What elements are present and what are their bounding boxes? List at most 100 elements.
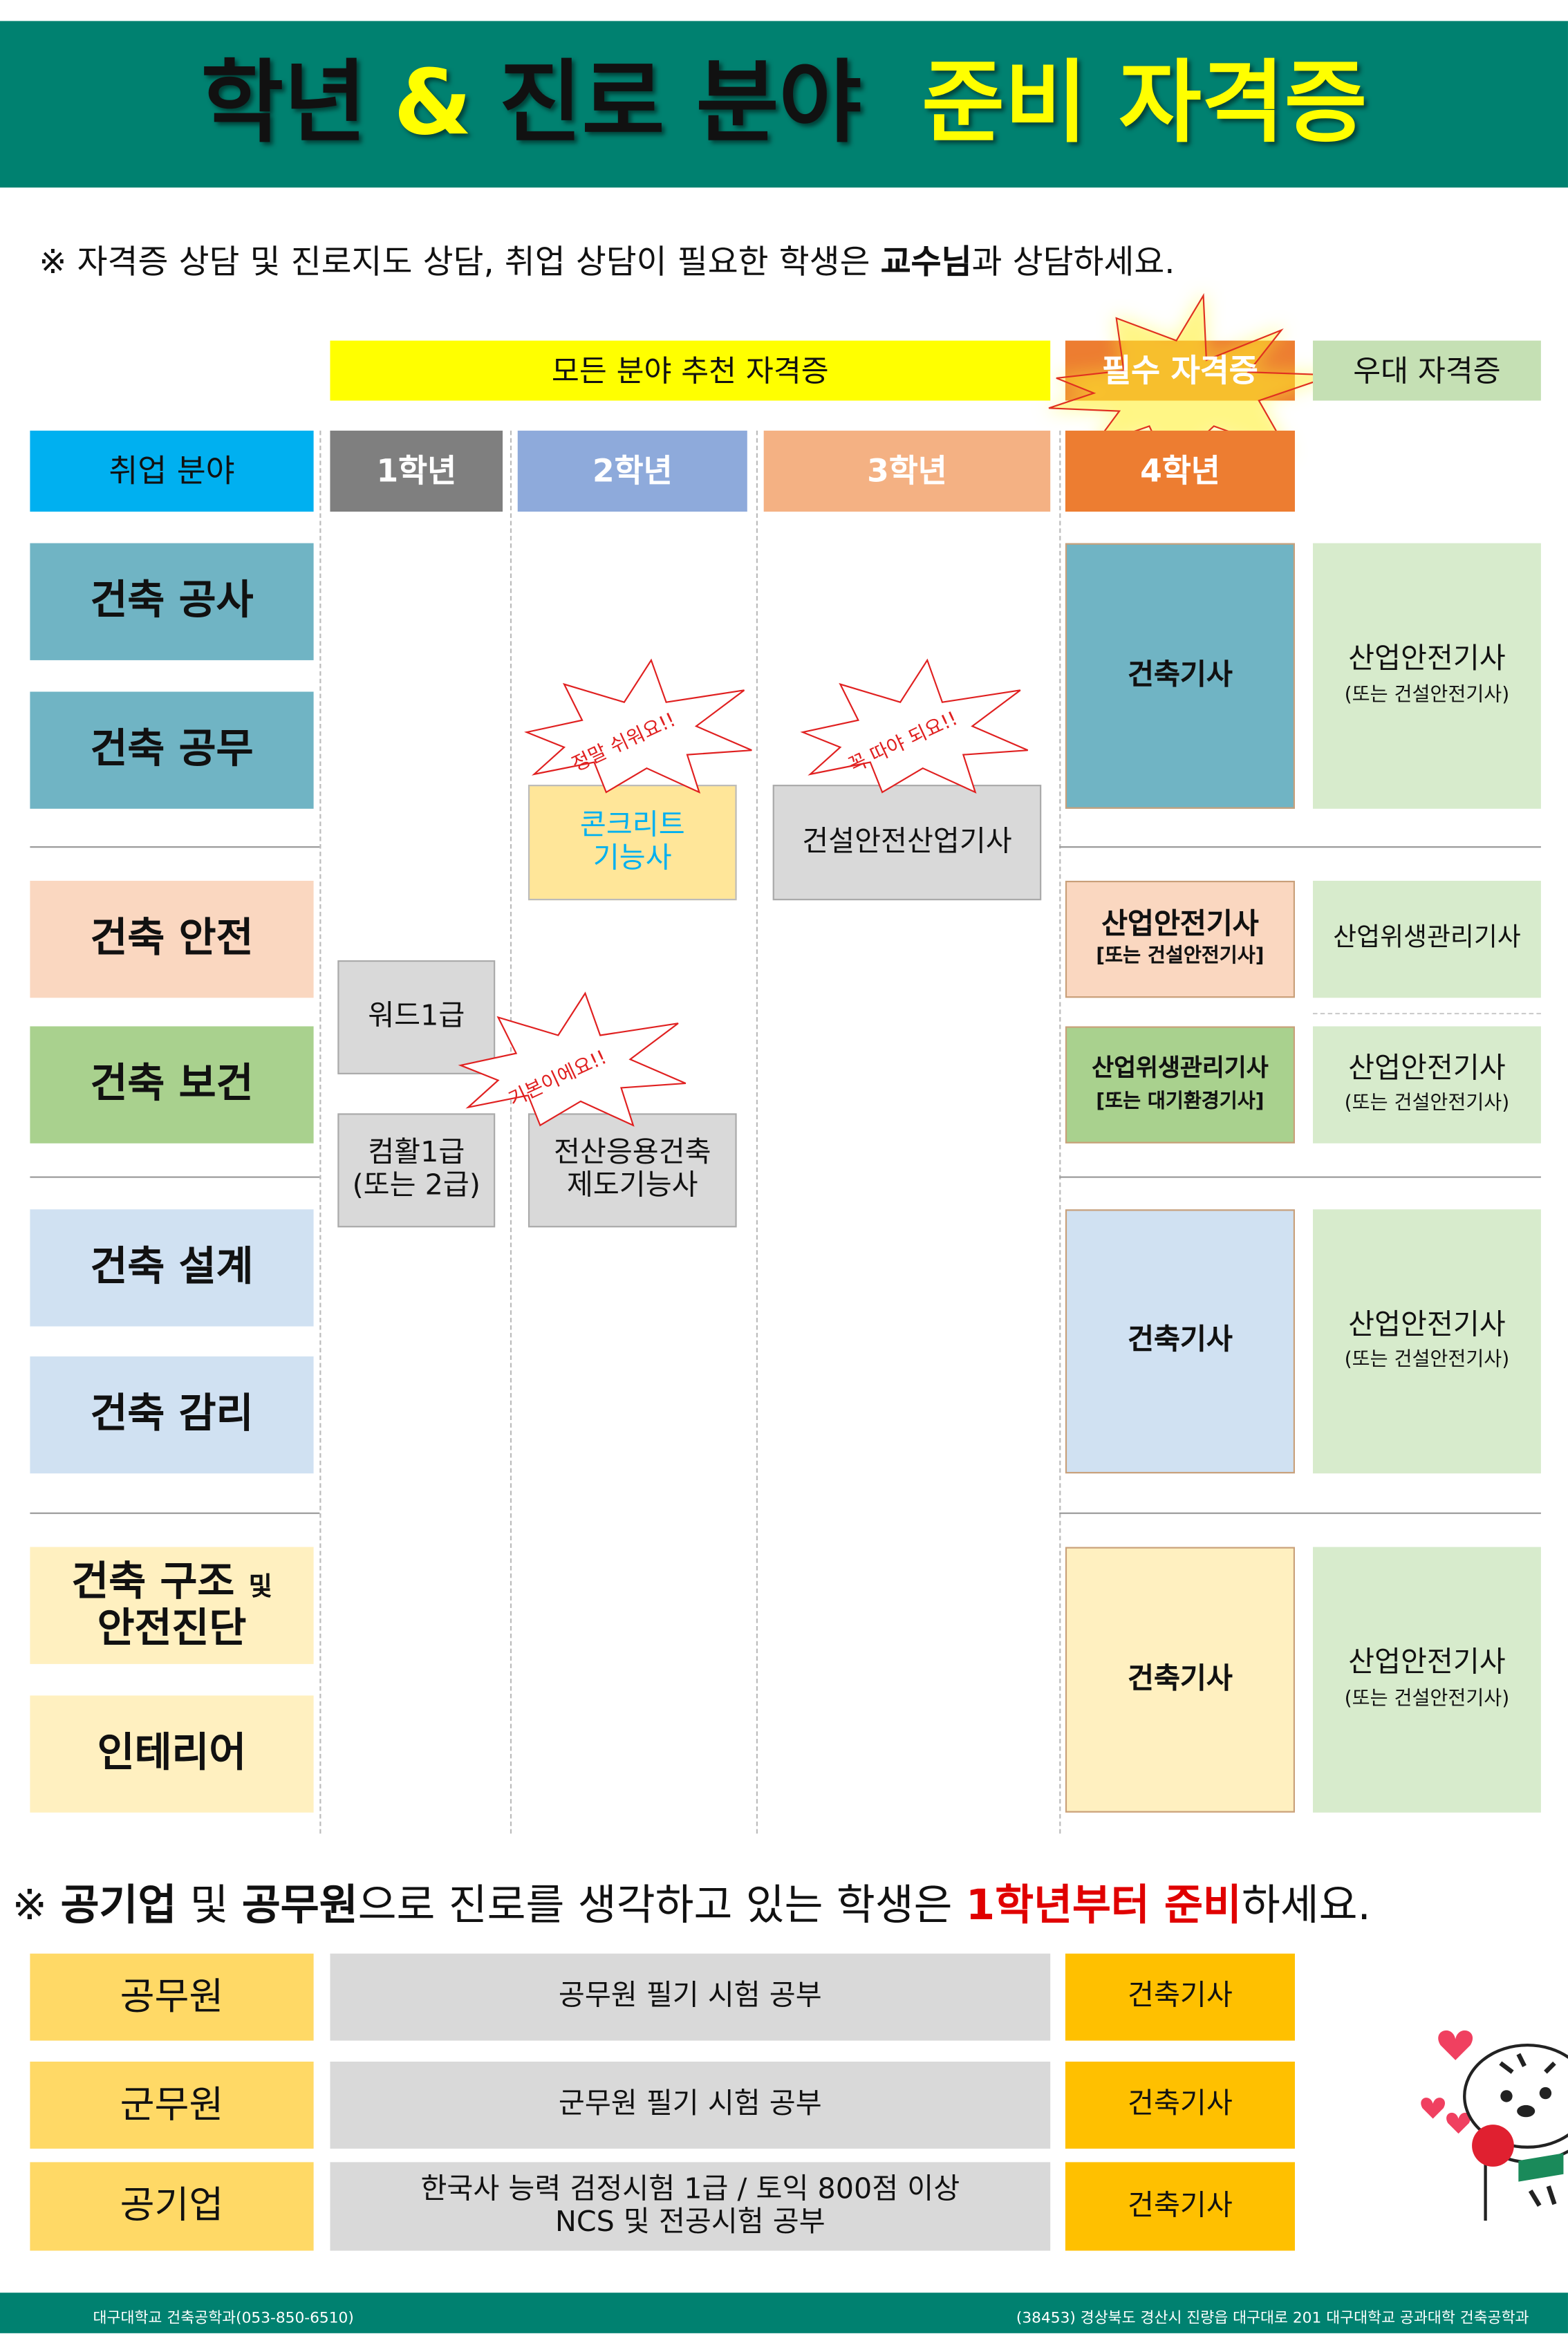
divider	[30, 1176, 320, 1178]
preferred-cert: 산업안전기사 (또는 건설안전기사)	[1313, 543, 1541, 809]
study-text: 공무원 필기 시험 공부	[558, 1979, 822, 2013]
note-public-sector: ※ 공기업 및 공무원으로 진로를 생각하고 있는 학생은 1학년부터 준비하세…	[12, 1873, 1371, 1933]
starburst-icon	[1048, 292, 1334, 469]
cert-concrete: 콘크리트 기능사	[528, 785, 737, 901]
study-text: NCS 및 전공시험 공부	[554, 2205, 825, 2239]
field-management: 건축 공무	[30, 691, 314, 809]
cert-name: 건축기사	[1128, 657, 1233, 691]
label-required-text: 필수 자격증	[1102, 352, 1258, 389]
cert-name: 컴활1급	[368, 1136, 465, 1170]
public-cert: 건축기사	[1065, 2061, 1295, 2149]
cert-name: 건축기사	[1128, 1323, 1233, 1357]
required-cert: 건축기사	[1065, 1547, 1295, 1813]
cert-name: 콘크리트	[579, 808, 685, 841]
divider	[1059, 1176, 1541, 1178]
cert-name: 산업안전기사	[1348, 1307, 1506, 1341]
cert-name: 산업위생관리기사	[1333, 923, 1521, 953]
col-year4: 4학년	[1065, 430, 1295, 512]
preferred-cert: 산업안전기사 (또는 건설안전기사)	[1313, 1026, 1541, 1144]
public-cert: 건축기사	[1065, 2162, 1295, 2251]
col-field: 취업 분야	[30, 430, 314, 512]
divider	[756, 430, 758, 1834]
note-text: 및	[176, 1880, 242, 1930]
cert-name: 전산응용건축	[553, 1136, 711, 1170]
field-design: 건축 설계	[30, 1209, 314, 1327]
cert-name: 건설안전산업기사	[802, 824, 1012, 858]
col-year1: 1학년	[330, 430, 503, 512]
cert-name: 제도기능사	[566, 1168, 698, 1202]
title-part3: 준비 자격증	[922, 50, 1368, 156]
label-required	[1065, 340, 1295, 401]
divider	[30, 846, 320, 848]
label-preferred: 우대 자격증	[1313, 340, 1541, 401]
starburst-icon	[524, 658, 752, 794]
public-study: 공무원 필기 시험 공부	[330, 1953, 1051, 2041]
footer: 대구대학교 건축공학과(053-850-6510) (38453) 경상북도 경…	[0, 2293, 1568, 2333]
field-text: 안전진단	[97, 1605, 247, 1652]
cert-name: 기능사	[592, 841, 672, 875]
starburst-icon	[458, 991, 687, 1127]
col-year2: 2학년	[517, 430, 747, 512]
preferred-cert: 산업안전기사 (또는 건설안전기사)	[1313, 1209, 1541, 1474]
cert-name: 건축기사	[1128, 1661, 1233, 1695]
divider	[510, 430, 512, 1834]
title-amp: &	[393, 50, 472, 156]
note-bold: 공무원	[241, 1880, 358, 1930]
cert-alt: (또는 건설안전기사)	[1344, 1688, 1510, 1711]
note-red: 1학년부터 준비	[965, 1880, 1242, 1930]
preferred-cert: 산업위생관리기사	[1313, 880, 1541, 998]
cert-name: 산업안전기사	[1348, 1646, 1506, 1679]
cert-alt: (또는 2급)	[352, 1168, 480, 1202]
field-supervision: 건축 감리	[30, 1356, 314, 1474]
divider	[1059, 846, 1541, 848]
cert-name: 워드1급	[368, 999, 465, 1033]
public-field: 군무원	[30, 2061, 314, 2149]
note-bold: 공기업	[60, 1880, 177, 1930]
field-safety: 건축 안전	[30, 880, 314, 998]
field-text: 및	[248, 1572, 272, 1603]
field-text: 건축 구조	[71, 1558, 235, 1606]
public-study: 한국사 능력 검정시험 1급 / 토익 800점 이상 NCS 및 전공시험 공부	[330, 2162, 1051, 2251]
divider	[1313, 1012, 1541, 1015]
note-counsel: ※ 자격증 상담 및 진로지도 상담, 취업 상담이 필요한 학생은 교수님과 …	[39, 236, 1175, 283]
required-cert: 건축기사	[1065, 543, 1295, 809]
footer-contact: 대구대학교 건축공학과(053-850-6510)	[93, 2311, 354, 2328]
tiger-mascot-icon	[1421, 2030, 1568, 2221]
cert-name: 산업안전기사	[1348, 642, 1506, 675]
header-banner: 학년 & 진로 분야 준비 자격증	[0, 21, 1568, 188]
title-part2: 진로 분야	[498, 50, 862, 156]
public-field: 공무원	[30, 1953, 314, 2041]
cert-computer: 컴활1급 (또는 2급)	[337, 1113, 496, 1228]
field-interior: 인테리어	[30, 1695, 314, 1813]
required-cert: 산업안전기사 [또는 건설안전기사]	[1065, 880, 1295, 998]
required-cert: 건축기사	[1065, 1209, 1295, 1474]
required-cert: 산업위생관리기사 [또는 대기환경기사]	[1065, 1026, 1295, 1144]
note-text: 하세요.	[1241, 1880, 1371, 1930]
note-text: 으로 진로를 생각하고 있는 학생은	[357, 1880, 966, 1930]
public-cert: 건축기사	[1065, 1953, 1295, 2041]
divider	[1059, 430, 1061, 1834]
public-field: 공기업	[30, 2162, 314, 2251]
cert-name: 산업위생관리기사	[1092, 1054, 1269, 1083]
note-text: ※	[12, 1880, 61, 1930]
footer-address: (38453) 경상북도 경산시 진량읍 대구대로 201 대구대학교 공과대학…	[1016, 2311, 1529, 2328]
note-text: 과 상담하세요.	[971, 244, 1175, 283]
starburst-icon	[800, 658, 1029, 794]
cert-alt: (또는 건설안전기사)	[1344, 684, 1510, 707]
col-year3: 3학년	[763, 430, 1051, 512]
cert-name: 산업안전기사	[1348, 1051, 1506, 1085]
note-bold: 교수님	[880, 244, 972, 283]
cert-word: 워드1급	[337, 960, 496, 1074]
cert-construction-safety: 건설안전산업기사	[772, 785, 1042, 901]
divider	[1059, 1512, 1541, 1514]
study-text: 군무원 필기 시험 공부	[558, 2087, 822, 2120]
study-text: 한국사 능력 검정시험 1급 / 토익 800점 이상	[420, 2172, 960, 2205]
field-structure: 건축 구조 및 안전진단	[30, 1547, 314, 1664]
preferred-cert: 산업안전기사 (또는 건설안전기사)	[1313, 1547, 1541, 1813]
label-recommended: 모든 분야 추천 자격증	[330, 340, 1051, 401]
cert-alt: [또는 건설안전기사]	[1096, 946, 1264, 969]
cert-name: 산업안전기사	[1101, 907, 1259, 940]
public-study: 군무원 필기 시험 공부	[330, 2061, 1051, 2149]
cert-alt: [또는 대기환경기사]	[1096, 1090, 1264, 1113]
